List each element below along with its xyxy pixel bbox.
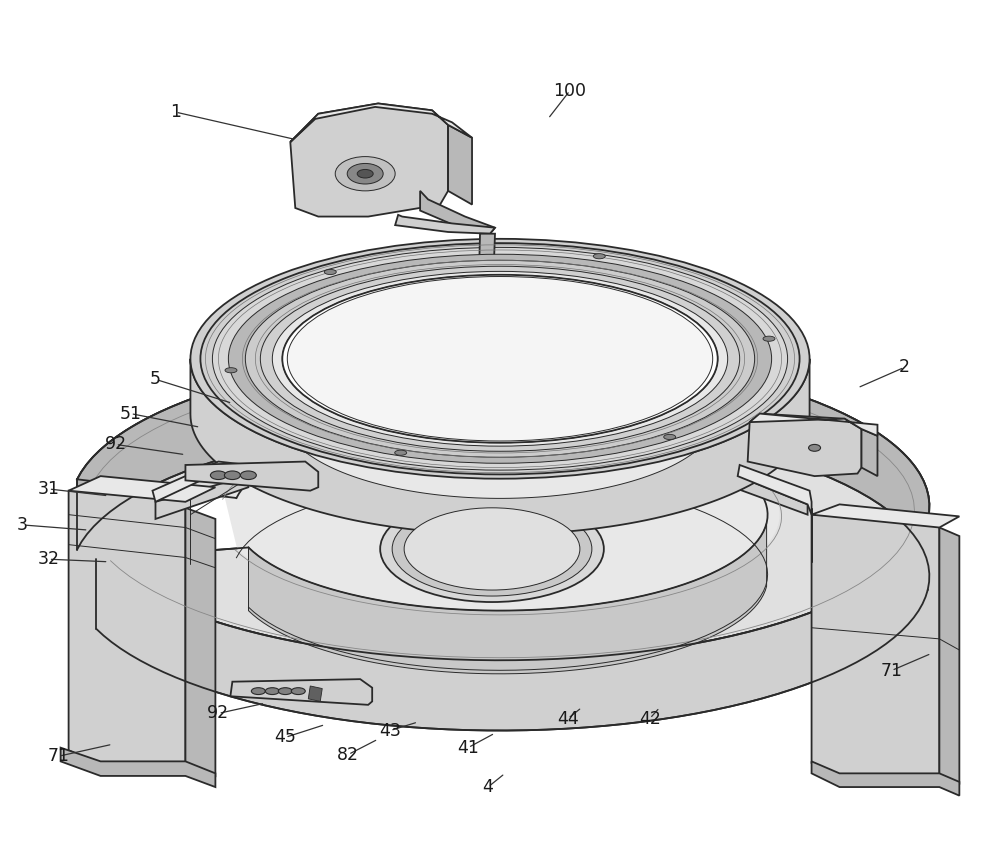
Text: 42: 42 [639,710,661,728]
Ellipse shape [228,254,772,463]
Ellipse shape [272,271,728,446]
Text: 71: 71 [880,662,902,680]
Ellipse shape [335,157,395,190]
Ellipse shape [395,450,407,456]
Polygon shape [478,233,495,313]
Text: 51: 51 [120,405,142,423]
Text: 71: 71 [48,747,70,765]
Ellipse shape [251,688,265,694]
Polygon shape [230,680,372,704]
Ellipse shape [190,239,810,479]
Ellipse shape [245,260,755,457]
Polygon shape [939,528,959,784]
Polygon shape [812,761,959,795]
Ellipse shape [809,444,821,451]
Ellipse shape [210,471,226,480]
Polygon shape [190,359,810,535]
Polygon shape [77,352,929,661]
Polygon shape [420,190,495,233]
Text: 32: 32 [38,550,60,568]
Polygon shape [345,285,640,300]
Text: 41: 41 [457,739,479,757]
Ellipse shape [225,368,237,373]
Ellipse shape [291,688,305,694]
Polygon shape [69,491,185,764]
Ellipse shape [278,688,292,694]
Polygon shape [290,104,472,142]
Text: 2: 2 [899,359,910,377]
Polygon shape [308,686,322,701]
Ellipse shape [392,502,592,596]
Ellipse shape [212,247,788,470]
Text: 31: 31 [38,480,60,498]
Polygon shape [249,523,767,674]
Polygon shape [77,352,929,589]
Ellipse shape [763,336,775,341]
Polygon shape [61,747,215,787]
Ellipse shape [200,243,800,474]
Polygon shape [861,429,877,476]
Polygon shape [395,214,495,233]
Ellipse shape [664,434,676,439]
Polygon shape [152,462,248,502]
Polygon shape [185,508,215,776]
Polygon shape [185,462,318,491]
Polygon shape [738,465,812,515]
Text: 3: 3 [17,516,28,534]
Polygon shape [750,414,877,436]
Polygon shape [96,520,928,730]
Ellipse shape [593,254,605,259]
Text: 4: 4 [483,778,493,796]
Text: 45: 45 [274,728,296,746]
Text: 5: 5 [150,371,161,389]
Polygon shape [748,414,861,476]
Ellipse shape [357,169,373,178]
Ellipse shape [347,164,383,184]
Polygon shape [282,359,718,498]
Polygon shape [738,476,808,515]
Ellipse shape [282,275,718,443]
Polygon shape [448,125,472,204]
Ellipse shape [265,688,279,694]
Text: 43: 43 [379,722,401,740]
Polygon shape [69,476,215,502]
Text: 82: 82 [337,746,359,764]
Polygon shape [448,299,552,312]
Ellipse shape [287,276,713,441]
Ellipse shape [224,471,240,480]
Ellipse shape [260,266,740,451]
Ellipse shape [404,508,580,590]
Ellipse shape [380,496,604,602]
Polygon shape [812,505,959,528]
Polygon shape [155,476,248,519]
Polygon shape [812,515,939,776]
Ellipse shape [240,471,256,480]
Text: 1: 1 [170,103,181,121]
Text: 92: 92 [104,435,127,453]
Polygon shape [290,104,448,216]
Text: 44: 44 [557,710,579,728]
Ellipse shape [282,275,718,443]
Text: 92: 92 [207,704,229,722]
Polygon shape [225,414,780,616]
Text: 100: 100 [553,82,586,100]
Ellipse shape [324,269,336,275]
